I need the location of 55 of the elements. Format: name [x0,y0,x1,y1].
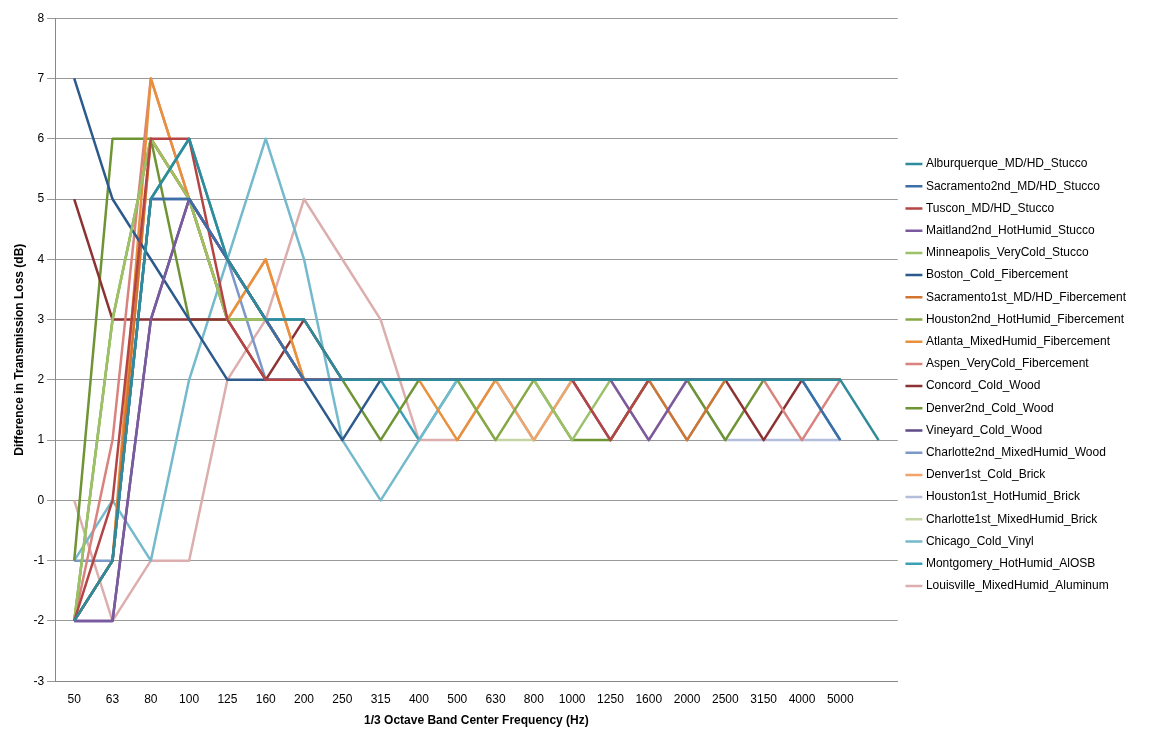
y-tick-label: 7 [37,70,45,85]
x-tick-label: 80 [144,691,158,706]
x-tick-label: 1600 [635,691,663,706]
x-tick-label: 500 [447,691,468,706]
legend-label: Sacramento2nd_MD/HD_Stucco [925,178,1101,193]
y-tick-label: 2 [37,372,45,387]
legend-label: Louisville_MixedHumid_Aluminum [925,578,1109,593]
x-tick-label: 3150 [750,691,778,706]
legend-label: Charlotte1st_MixedHumid_Brick [925,511,1099,526]
x-tick-label: 4000 [788,691,816,706]
x-tick-label: 800 [523,691,545,706]
legend-label: Boston_Cold_Fibercement [925,267,1069,282]
x-tick-label: 160 [255,691,277,706]
x-tick-label: 1000 [558,691,586,706]
legend-label: Minneapolis_VeryCold_Stucco [925,245,1090,260]
legend-label: Charlotte2nd_MixedHumid_Wood [925,445,1106,460]
y-tick-label: -2 [33,613,45,628]
x-tick-label: 2500 [712,691,740,706]
x-tick-label: 250 [332,691,353,706]
legend-label: Montgomery_HotHumid_AlOSB [925,556,1096,571]
x-tick-label: 1250 [597,691,625,706]
y-tick-label: -1 [33,552,45,567]
y-tick-label: 0 [37,492,45,507]
legend-label: Chicago_Cold_Vinyl [925,533,1034,548]
legend-label: Alburquerque_MD/HD_Stucco [925,156,1088,171]
y-tick-label: 1 [37,432,45,447]
x-axis-title: 1/3 Octave Band Center Frequency (Hz) [364,713,589,728]
legend-label: Tuscon_MD/HD_Stucco [925,200,1055,215]
legend-label: Aspen_VeryCold_Fibercement [925,356,1090,371]
y-tick-label: -3 [33,673,45,688]
x-tick-label: 125 [217,691,238,706]
y-axis-title: Difference in Transmission Loss (dB) [11,243,26,456]
x-tick-label: 63 [105,691,120,706]
legend-label: Houston2nd_HotHumid_Fibercement [925,311,1125,326]
y-tick-label: 3 [37,311,45,326]
x-tick-label: 315 [370,691,391,706]
legend-label: Denver1st_Cold_Brick [925,467,1047,482]
legend-label: Denver2nd_Cold_Wood [925,400,1054,415]
x-tick-label: 2000 [673,691,701,706]
x-tick-label: 630 [485,691,506,706]
y-tick-label: 8 [37,10,45,25]
y-tick-label: 6 [37,131,45,146]
x-tick-label: 400 [408,691,430,706]
legend-label: Houston1st_HotHumid_Brick [925,489,1081,504]
legend-label: Atlanta_MixedHumid_Fibercement [925,334,1111,349]
x-tick-label: 100 [179,691,200,706]
x-tick-label: 50 [67,691,82,706]
legend-label: Maitland2nd_HotHumid_Stucco [925,223,1096,238]
legend-label: Concord_Cold_Wood [925,378,1041,393]
legend-label: Vineyard_Cold_Wood [925,422,1043,437]
y-tick-label: 5 [37,191,45,206]
legend-label: Sacramento1st_MD/HD_Fibercement [925,289,1127,304]
x-tick-label: 200 [294,691,315,706]
y-tick-label: 4 [37,251,45,266]
x-tick-label: 5000 [826,691,854,706]
